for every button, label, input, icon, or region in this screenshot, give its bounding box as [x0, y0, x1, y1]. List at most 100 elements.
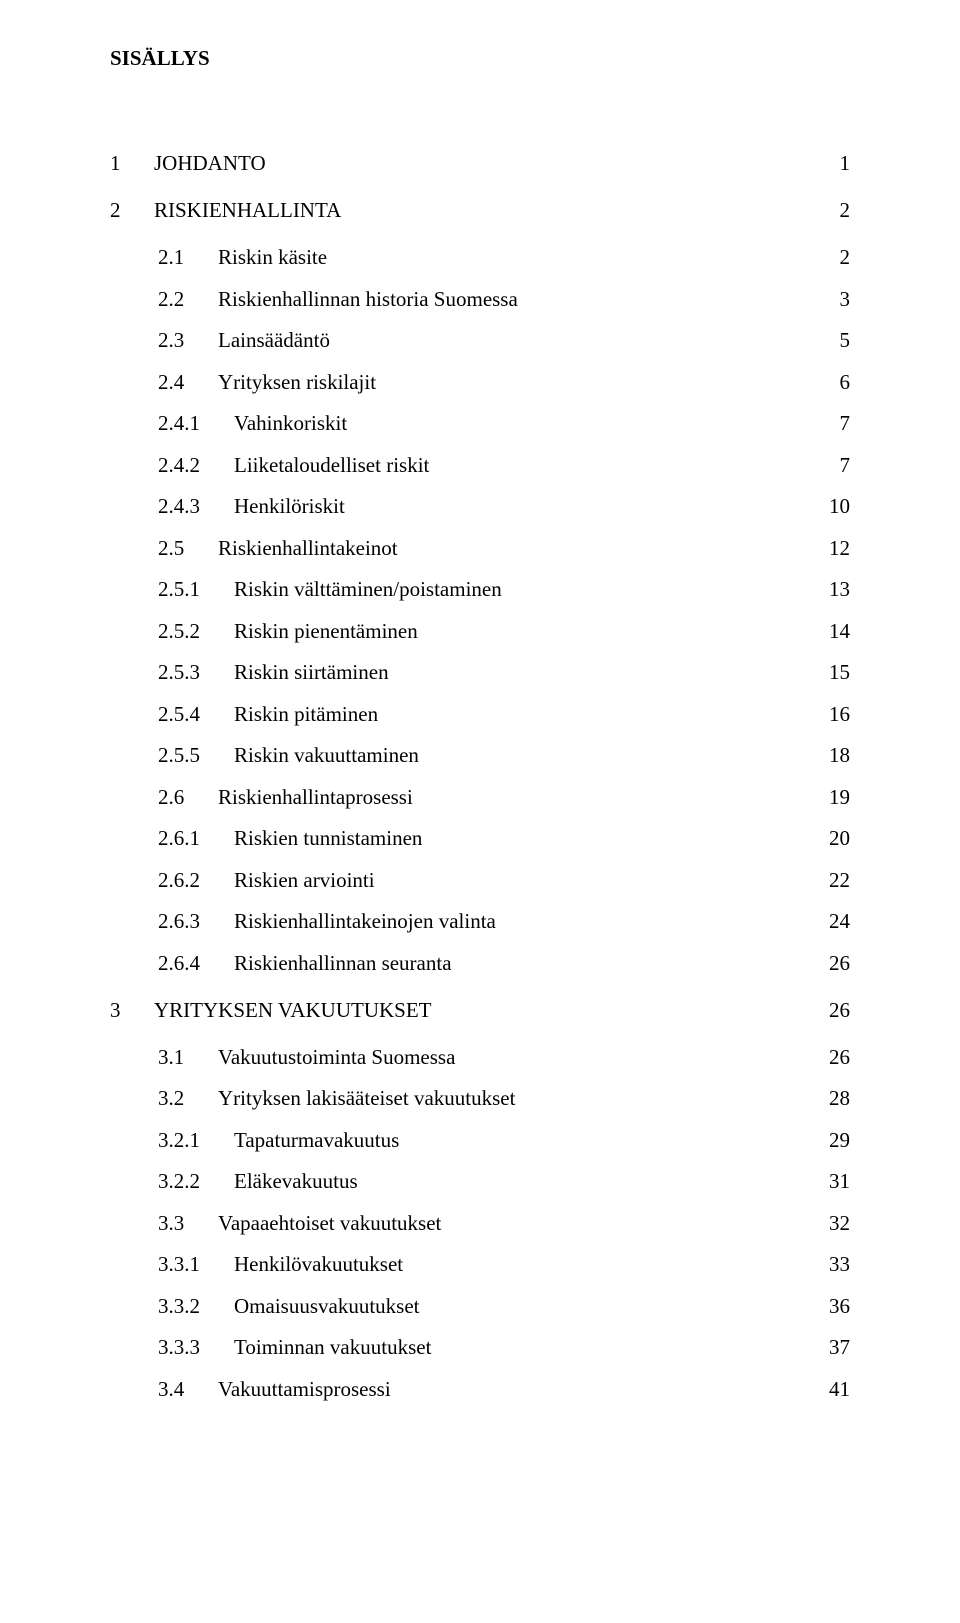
toc-entry-label: 2.5.3Riskin siirtäminen — [158, 662, 819, 683]
toc-row: 2.1Riskin käsite2 — [110, 247, 850, 268]
toc-entry-title: Riskienhallinnan seuranta — [234, 953, 452, 974]
toc-entry-title: Yrityksen lakisääteiset vakuutukset — [218, 1088, 515, 1109]
toc-entry-number: 2.6.4 — [158, 953, 216, 974]
toc-entry-label: 2.1Riskin käsite — [158, 247, 830, 268]
table-of-contents: 1JOHDANTO12RISKIENHALLINTA22.1Riskin käs… — [110, 153, 850, 1400]
toc-entry-label: 1 JOHDANTO — [110, 153, 830, 174]
toc-entry-label: 2.5 Riskienhallintakeinot — [158, 538, 819, 559]
toc-entry-page: 26 — [819, 1000, 850, 1021]
toc-entry-number: 2.5 — [158, 538, 200, 559]
toc-row: 3.3Vapaaehtoiset vakuutukset32 — [110, 1213, 850, 1234]
toc-entry-title: Riskin vakuuttaminen — [234, 745, 419, 766]
toc-entry-title: RISKIENHALLINTA — [154, 200, 341, 221]
toc-row: 3.2.2Eläkevakuutus31 — [110, 1171, 850, 1192]
toc-entry-number: 3.3 — [158, 1213, 200, 1234]
toc-entry-page: 20 — [819, 828, 850, 849]
toc-entry-page: 14 — [819, 621, 850, 642]
toc-entry-number: 2.5.2 — [158, 621, 216, 642]
toc-entry-page: 26 — [819, 953, 850, 974]
toc-entry-page: 6 — [830, 372, 851, 393]
toc-entry-title: Riskienhallintakeinot — [218, 538, 398, 559]
toc-entry-label: 3.3Vapaaehtoiset vakuutukset — [158, 1213, 819, 1234]
toc-entry-number: 3.2.1 — [158, 1130, 216, 1151]
toc-entry-title: Henkilövakuutukset — [234, 1254, 403, 1275]
toc-entry-label: 2.5.2Riskin pienentäminen — [158, 621, 819, 642]
toc-row: 3.3.1Henkilövakuutukset33 — [110, 1254, 850, 1275]
toc-entry-number: 1 — [110, 153, 134, 174]
toc-entry-label: 2.5.5Riskin vakuuttaminen — [158, 745, 819, 766]
toc-row: 3.3.2Omaisuusvakuutukset36 — [110, 1296, 850, 1317]
toc-entry-page: 28 — [819, 1088, 850, 1109]
toc-entry-page: 22 — [819, 870, 850, 891]
toc-entry-label: 3.4Vakuuttamisprosessi — [158, 1379, 819, 1400]
toc-entry-page: 7 — [830, 413, 851, 434]
toc-entry-label: 3.1Vakuutustoiminta Suomessa — [158, 1047, 819, 1068]
toc-entry-label: 3.2 Yrityksen lakisääteiset vakuutukset — [158, 1088, 819, 1109]
toc-entry-title: Riskin välttäminen/poistaminen — [234, 579, 502, 600]
toc-row: 2.5.2Riskin pienentäminen14 — [110, 621, 850, 642]
toc-row: 2.5.3Riskin siirtäminen15 — [110, 662, 850, 683]
toc-entry-page: 2 — [830, 247, 851, 268]
toc-entry-title: Eläkevakuutus — [234, 1171, 358, 1192]
toc-row: 1 JOHDANTO 1 — [110, 153, 850, 174]
toc-entry-page: 36 — [819, 1296, 850, 1317]
toc-entry-label: 2.3Lainsäädäntö — [158, 330, 830, 351]
toc-entry-label: 2.6.2Riskien arviointi — [158, 870, 819, 891]
toc-entry-title: Omaisuusvakuutukset — [234, 1296, 419, 1317]
toc-entry-page: 12 — [819, 538, 850, 559]
toc-entry-label: 3.2.2Eläkevakuutus — [158, 1171, 819, 1192]
toc-entry-number: 3.1 — [158, 1047, 200, 1068]
toc-entry-number: 3.3.3 — [158, 1337, 216, 1358]
toc-entry-page: 37 — [819, 1337, 850, 1358]
toc-entry-label: 2.6Riskienhallintaprosessi — [158, 787, 819, 808]
toc-entry-number: 2.4.3 — [158, 496, 216, 517]
toc-entry-number: 3.2 — [158, 1088, 200, 1109]
toc-row: 2.2Riskienhallinnan historia Suomessa3 — [110, 289, 850, 310]
toc-row: 2.6.3Riskienhallintakeinojen valinta24 — [110, 911, 850, 932]
toc-entry-number: 2.1 — [158, 247, 200, 268]
toc-entry-page: 32 — [819, 1213, 850, 1234]
toc-entry-page: 7 — [830, 455, 851, 476]
toc-entry-number: 2.5.3 — [158, 662, 216, 683]
page-title: SISÄLLYS — [110, 48, 850, 69]
toc-row: 2.5.4Riskin pitäminen16 — [110, 704, 850, 725]
toc-entry-label: 3.3.2Omaisuusvakuutukset — [158, 1296, 819, 1317]
toc-row: 2.6.4 Riskienhallinnan seuranta 26 — [110, 953, 850, 974]
toc-entry-page: 10 — [819, 496, 850, 517]
toc-entry-title: Lainsäädäntö — [218, 330, 330, 351]
toc-entry-title: Riskienhallinnan historia Suomessa — [218, 289, 518, 310]
toc-entry-title: Vakuuttamisprosessi — [218, 1379, 391, 1400]
toc-entry-number: 2.5.4 — [158, 704, 216, 725]
toc-entry-page: 19 — [819, 787, 850, 808]
toc-row: 2.6.1 Riskien tunnistaminen 20 — [110, 828, 850, 849]
toc-entry-title: Riskien tunnistaminen — [234, 828, 422, 849]
toc-entry-label: 2.4Yrityksen riskilajit — [158, 372, 830, 393]
toc-entry-title: JOHDANTO — [154, 153, 266, 174]
toc-entry-label: 3.3.3 Toiminnan vakuutukset — [158, 1337, 819, 1358]
toc-entry-title: Riskien arviointi — [234, 870, 375, 891]
toc-entry-number: 2.6.1 — [158, 828, 216, 849]
toc-row: 2.4Yrityksen riskilajit6 — [110, 372, 850, 393]
toc-entry-page: 5 — [830, 330, 851, 351]
toc-entry-title: Riskienhallintakeinojen valinta — [234, 911, 496, 932]
toc-row: 3.2 Yrityksen lakisääteiset vakuutukset 28 — [110, 1088, 850, 1109]
toc-row: 2.4.1Vahinkoriskit7 — [110, 413, 850, 434]
toc-row: 3.3.3 Toiminnan vakuutukset 37 — [110, 1337, 850, 1358]
toc-entry-number: 2.2 — [158, 289, 200, 310]
toc-entry-page: 29 — [819, 1130, 850, 1151]
toc-entry-page: 18 — [819, 745, 850, 766]
toc-entry-number: 2.4.2 — [158, 455, 216, 476]
toc-entry-title: Yrityksen riskilajit — [218, 372, 376, 393]
toc-entry-label: 2RISKIENHALLINTA — [110, 200, 830, 221]
toc-entry-title: Henkilöriskit — [234, 496, 345, 517]
toc-entry-number: 2.6 — [158, 787, 200, 808]
toc-row: 3.2.1 Tapaturmavakuutus 29 — [110, 1130, 850, 1151]
toc-entry-title: Tapaturmavakuutus — [234, 1130, 399, 1151]
toc-entry-page: 1 — [830, 153, 851, 174]
toc-row: 2.4.2Liiketaloudelliset riskit7 — [110, 455, 850, 476]
toc-entry-label: 3.2.1 Tapaturmavakuutus — [158, 1130, 819, 1151]
toc-entry-title: Toiminnan vakuutukset — [234, 1337, 431, 1358]
toc-entry-page: 41 — [819, 1379, 850, 1400]
toc-entry-label: 2.6.3Riskienhallintakeinojen valinta — [158, 911, 819, 932]
toc-row: 3.1Vakuutustoiminta Suomessa26 — [110, 1047, 850, 1068]
